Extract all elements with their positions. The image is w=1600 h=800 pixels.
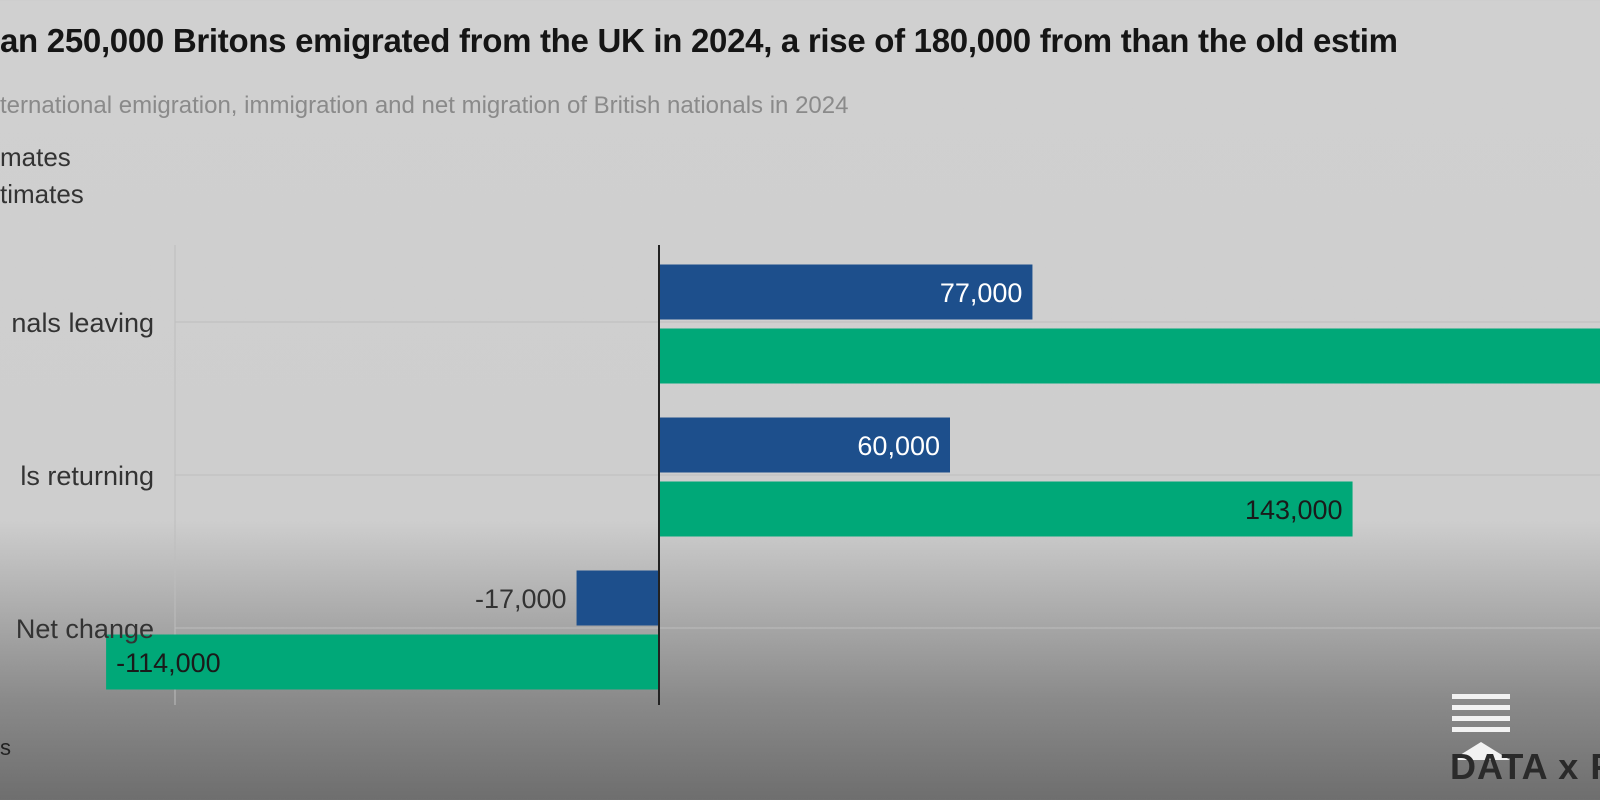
data-label: -17,000 [475, 584, 567, 614]
logo-text: DATA x F [1450, 746, 1600, 787]
chart-subtitle: ternational emigration, immigration and … [0, 92, 849, 119]
category-label: nals leaving [11, 308, 154, 338]
legend-item-old-estimates: mates [0, 142, 71, 172]
bar-new-1 [659, 481, 1353, 537]
data-label: 143,000 [1245, 495, 1343, 525]
data-label: 77,000 [940, 278, 1023, 308]
legend-item-new-estimates: timates [0, 179, 84, 209]
category-label: ls returning [20, 461, 154, 491]
logo-arrow-icon [1452, 742, 1510, 760]
data-label: -114,000 [116, 648, 221, 678]
bar-old-1 [659, 417, 950, 473]
source-note: s [0, 735, 11, 760]
bar-old-0 [659, 264, 1033, 320]
logo-stripes-icon [1452, 694, 1510, 738]
data-label: 60,000 [857, 431, 940, 461]
bar-new-0 [659, 328, 1600, 384]
category-label: Net change [16, 614, 154, 644]
bar-old-2 [576, 570, 659, 626]
data-x-forensics-logo: DATA x F [1440, 688, 1600, 788]
bar-new-2 [106, 634, 660, 690]
chart-title: an 250,000 Britons emigrated from the UK… [0, 22, 1398, 59]
